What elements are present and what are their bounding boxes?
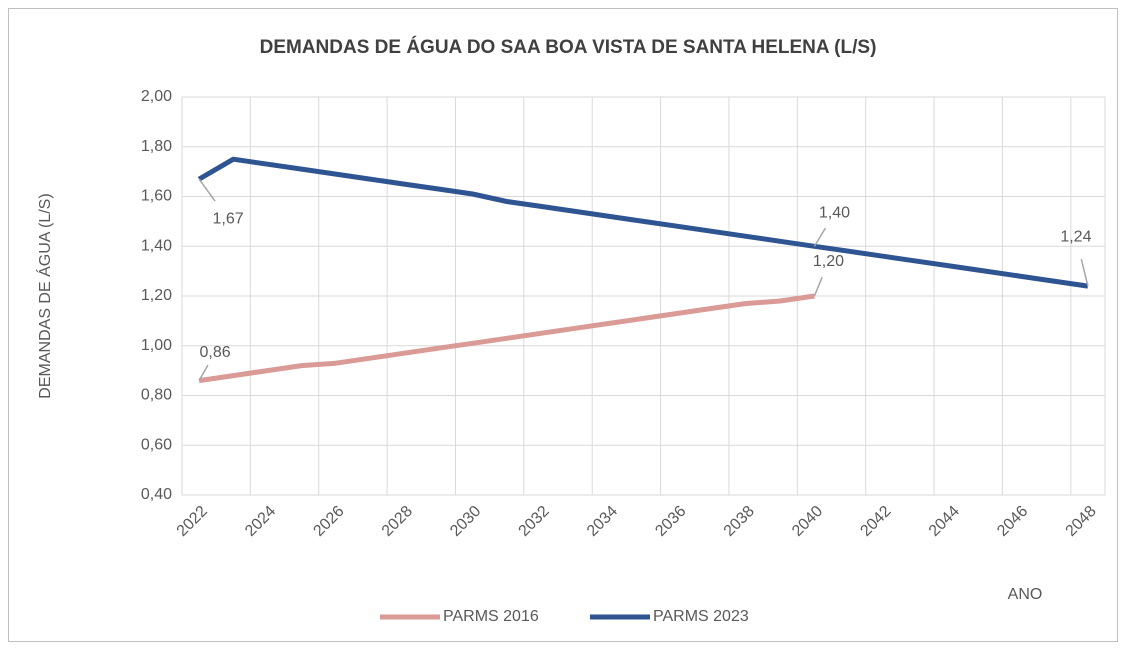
y-tick-label: 0,80 [141, 387, 172, 404]
chart-title: DEMANDAS DE ÁGUA DO SAA BOA VISTA DE SAN… [260, 36, 877, 58]
y-tick-label: 1,60 [141, 188, 172, 205]
leader-line [813, 227, 827, 247]
leader-line [813, 277, 823, 297]
data-label: 0,86 [200, 344, 231, 361]
x-axis-label: ANO [1008, 586, 1043, 603]
y-tick-label: 1,00 [141, 337, 172, 354]
legend-label: PARMS 2016 [443, 608, 539, 625]
leader-line [198, 364, 209, 381]
legend-label: PARMS 2023 [653, 608, 749, 625]
y-tick-label: 1,80 [141, 138, 172, 155]
leader-line [1080, 258, 1089, 287]
chart-frame [8, 8, 1118, 642]
leader-line [198, 178, 216, 202]
data-label: 1,40 [819, 204, 850, 221]
data-label: 1,24 [1060, 228, 1091, 245]
y-tick-label: 0,40 [141, 486, 172, 503]
y-tick-label: 1,20 [141, 287, 172, 304]
y-tick-label: 0,60 [141, 436, 172, 453]
data-label: 1,67 [213, 210, 244, 227]
data-label: 1,20 [813, 253, 844, 270]
series-line [197, 156, 1089, 289]
y-axis-label: DEMANDAS DE ÁGUA (L/S) [35, 193, 54, 398]
y-tick-label: 2,00 [141, 88, 172, 105]
y-tick-label: 1,40 [141, 237, 172, 254]
series-line [198, 293, 815, 384]
